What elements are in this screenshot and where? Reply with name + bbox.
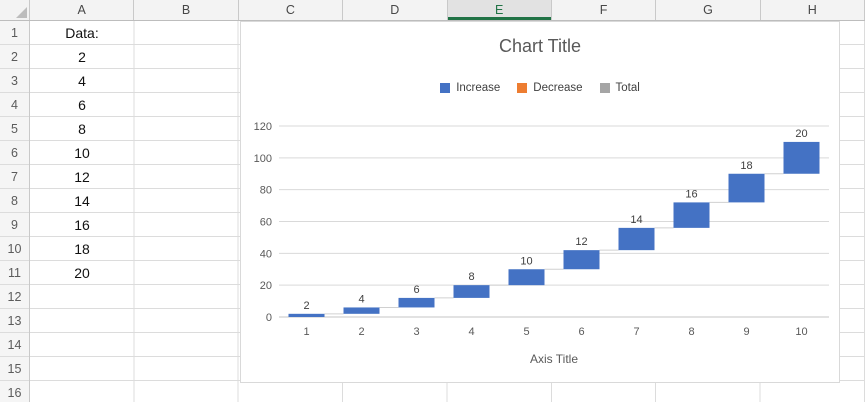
x-axis-label: 3 — [413, 326, 419, 338]
bar-data-label: 8 — [468, 271, 474, 283]
waterfall-bar[interactable] — [453, 285, 490, 298]
x-axis-label: 1 — [303, 326, 309, 338]
waterfall-bar[interactable] — [783, 141, 820, 174]
cell-a8[interactable]: 14 — [74, 193, 90, 209]
cell-a6[interactable]: 10 — [74, 145, 90, 161]
cell-a2[interactable]: 2 — [78, 49, 86, 65]
bar-data-label: 4 — [358, 293, 364, 305]
row-header-1[interactable]: 1 — [0, 21, 29, 45]
waterfall-bar[interactable] — [343, 307, 380, 314]
bar-data-label: 20 — [795, 128, 807, 140]
column-header-d[interactable]: D — [343, 0, 448, 20]
row-header-11[interactable]: 11 — [0, 261, 29, 285]
chart-legend: Increase Decrease Total — [241, 79, 839, 97]
row-header-4[interactable]: 4 — [0, 93, 29, 117]
bar-data-label: 18 — [740, 160, 752, 172]
waterfall-bar[interactable] — [728, 173, 765, 203]
chart-title[interactable]: Chart Title — [498, 36, 582, 56]
legend-label: Decrease — [533, 82, 583, 94]
x-axis-label: 2 — [358, 326, 364, 338]
y-tick-label: 120 — [254, 121, 272, 133]
bar-data-label: 2 — [303, 300, 309, 312]
column-header-g[interactable]: G — [656, 0, 761, 20]
row-header-9[interactable]: 9 — [0, 213, 29, 237]
waterfall-bar[interactable] — [288, 313, 325, 317]
x-axis-label: 6 — [578, 326, 584, 338]
chart-plot-svg: 0204060801001202142638410512614716818920… — [254, 121, 829, 366]
waterfall-bar[interactable] — [508, 269, 545, 286]
waterfall-bar[interactable] — [618, 227, 655, 251]
y-tick-label: 60 — [260, 217, 272, 229]
column-header-a[interactable]: A — [30, 0, 135, 20]
row-header-6[interactable]: 6 — [0, 141, 29, 165]
cell-a9[interactable]: 16 — [74, 217, 90, 233]
legend-swatch-increase-icon — [440, 83, 451, 93]
legend-swatch-total-icon — [599, 83, 610, 93]
row-header-5[interactable]: 5 — [0, 117, 29, 141]
row-header-12[interactable]: 12 — [0, 285, 29, 309]
row-header-16[interactable]: 16 — [0, 381, 29, 402]
column-header-h[interactable]: H — [760, 0, 865, 20]
y-tick-label: 100 — [254, 153, 272, 165]
x-axis-label: 7 — [633, 326, 639, 338]
legend-label: Total — [615, 82, 640, 94]
y-tick-label: 20 — [260, 280, 272, 292]
x-axis-title[interactable]: Axis Title — [530, 352, 578, 366]
x-axis-label: 4 — [468, 326, 474, 338]
y-tick-label: 0 — [266, 312, 272, 324]
column-header-c[interactable]: C — [238, 0, 344, 20]
select-all-triangle-icon — [16, 7, 27, 18]
row-header-15[interactable]: 15 — [0, 357, 29, 381]
row-header-8[interactable]: 8 — [0, 189, 29, 213]
select-all-corner[interactable] — [0, 0, 30, 20]
waterfall-bar[interactable] — [563, 250, 600, 270]
row-header-14[interactable]: 14 — [0, 333, 29, 357]
bar-data-label: 14 — [630, 214, 642, 226]
waterfall-bar[interactable] — [673, 202, 710, 228]
x-axis-label: 10 — [795, 326, 807, 338]
column-a-cells: Data: 2 4 6 8 10 12 14 16 18 20 — [30, 21, 134, 285]
cell-a1[interactable]: Data: — [65, 25, 99, 41]
cell-a4[interactable]: 6 — [78, 97, 86, 113]
row-header-2[interactable]: 2 — [0, 45, 29, 69]
bar-data-label: 16 — [685, 188, 697, 200]
legend-label: Increase — [456, 82, 501, 94]
chart-container[interactable]: Chart Title Increase Decrease Total 0 20 40 6… — [240, 21, 840, 383]
column-header-e[interactable]: E — [447, 0, 552, 20]
cell-a3[interactable]: 4 — [78, 73, 86, 89]
row-header-column: 1 2 3 4 5 6 7 8 9 10 11 12 13 14 15 16 — [0, 21, 30, 402]
cell-a11[interactable]: 20 — [74, 265, 90, 281]
x-axis-label: 5 — [523, 326, 529, 338]
row-header-3[interactable]: 3 — [0, 69, 29, 93]
row-header-13[interactable]: 13 — [0, 309, 29, 333]
legend-item-decrease[interactable]: Decrease — [517, 82, 583, 94]
row-header-7[interactable]: 7 — [0, 165, 29, 189]
waterfall-bar[interactable] — [398, 297, 435, 308]
x-axis-label: 9 — [743, 326, 749, 338]
legend-item-total[interactable]: Total — [599, 82, 640, 94]
y-tick-label: 80 — [260, 185, 272, 197]
row-header-10[interactable]: 10 — [0, 237, 29, 261]
column-header-f[interactable]: F — [551, 0, 657, 20]
legend-item-increase[interactable]: Increase — [440, 82, 500, 94]
y-tick-label: 40 — [260, 248, 272, 260]
cell-a7[interactable]: 12 — [74, 169, 90, 185]
legend-swatch-decrease-icon — [517, 83, 528, 93]
cell-a5[interactable]: 8 — [78, 121, 86, 137]
bar-data-label: 6 — [413, 284, 419, 296]
column-header-b[interactable]: B — [134, 0, 239, 20]
bar-data-label: 10 — [520, 255, 532, 267]
bar-data-label: 12 — [575, 236, 587, 248]
x-axis-label: 8 — [688, 326, 694, 338]
cell-a10[interactable]: 18 — [74, 241, 90, 257]
